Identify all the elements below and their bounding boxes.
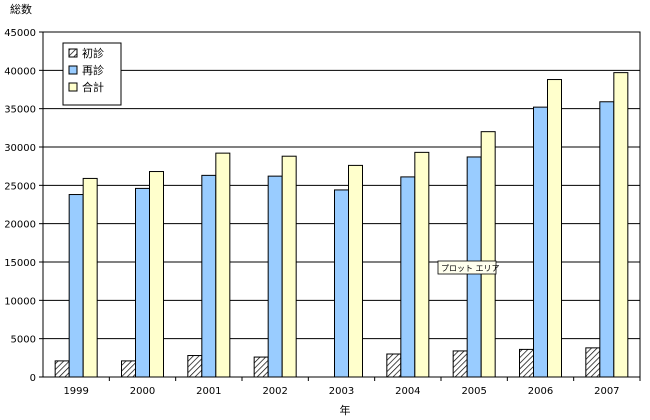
plot-area-frame[interactable] xyxy=(42,31,641,378)
legend-swatch-合計 xyxy=(68,82,78,92)
legend-swatch-再診 xyxy=(68,65,78,75)
bar-2000-合計[interactable] xyxy=(149,171,164,378)
bar-2005-合計[interactable] xyxy=(480,131,496,378)
plot-area-tooltip: プロット エリア xyxy=(437,260,500,275)
bar-2004-合計[interactable] xyxy=(414,151,430,378)
bars[interactable] xyxy=(54,72,629,378)
bar-2000-再診[interactable] xyxy=(135,187,150,378)
bar-2004-再診[interactable] xyxy=(400,176,416,378)
bar-2003-合計[interactable] xyxy=(348,164,363,378)
bar-2007-合計[interactable] xyxy=(613,72,629,378)
y-tick-label: 25000 xyxy=(4,181,36,192)
legend-label-初診: 初診 xyxy=(82,46,104,60)
bar-2000-初診[interactable] xyxy=(121,360,136,378)
y-tick-label: 20000 xyxy=(4,220,36,231)
legend-swatch-初診 xyxy=(68,48,78,58)
y-tick-label: 15000 xyxy=(4,258,36,269)
tooltip-box xyxy=(437,260,497,275)
bar-2004-初診[interactable] xyxy=(386,353,402,378)
legend-label-再診: 再診 xyxy=(82,63,104,77)
y-tick-label: 40000 xyxy=(4,66,36,77)
bar-1999-再診[interactable] xyxy=(68,194,84,378)
y-axis-title: 総数 xyxy=(10,2,32,16)
bar-2002-合計[interactable] xyxy=(281,155,297,378)
y-tick-label: 45000 xyxy=(4,28,36,39)
bar-2001-再診[interactable] xyxy=(201,174,217,378)
tooltip-label: プロット エリア xyxy=(441,264,500,273)
bar-2002-再診[interactable] xyxy=(267,175,283,378)
bar-2002-初診[interactable] xyxy=(253,356,269,378)
bar-2007-初診[interactable] xyxy=(585,347,601,378)
x-tick-label: 2000 xyxy=(130,386,155,397)
x-axis-ticks: 1999 2000 2001 2002 2003 2004 2005 2006 2007 xyxy=(63,377,641,397)
bar-2001-初診[interactable] xyxy=(187,355,203,378)
bar-1999-初診[interactable] xyxy=(54,360,70,378)
y-tick-label: 35000 xyxy=(4,105,36,116)
x-tick-label: 2003 xyxy=(329,386,354,397)
x-tick-label: 2004 xyxy=(395,386,420,397)
x-axis-title: 年 xyxy=(340,403,351,417)
bar-2006-再診[interactable] xyxy=(533,106,548,378)
bar-2003-再診[interactable] xyxy=(334,189,349,378)
y-tick-label: 5000 xyxy=(11,335,36,346)
bar-1999-合計[interactable] xyxy=(82,177,98,378)
bar-2005-初診[interactable] xyxy=(452,350,468,378)
y-tick-label: 0 xyxy=(30,373,36,384)
x-tick-label: 2005 xyxy=(461,386,486,397)
x-tick-label: 2006 xyxy=(528,386,553,397)
x-tick-label: 2001 xyxy=(196,386,221,397)
x-tick-label: 1999 xyxy=(63,386,88,397)
bar-2007-再診[interactable] xyxy=(599,101,615,378)
y-tick-label: 30000 xyxy=(4,143,36,154)
y-axis-ticks: 0 5000 10000 15000 20000 25000 30000 35000 40000… xyxy=(4,28,43,384)
x-tick-label: 2007 xyxy=(594,386,619,397)
bar-2001-合計[interactable] xyxy=(215,152,231,378)
bar-2006-合計[interactable] xyxy=(547,79,562,378)
y-tick-label: 10000 xyxy=(4,296,36,307)
legend-label-合計: 合計 xyxy=(82,80,104,94)
bar-2006-初診[interactable] xyxy=(519,348,534,378)
x-tick-label: 2002 xyxy=(262,386,287,397)
